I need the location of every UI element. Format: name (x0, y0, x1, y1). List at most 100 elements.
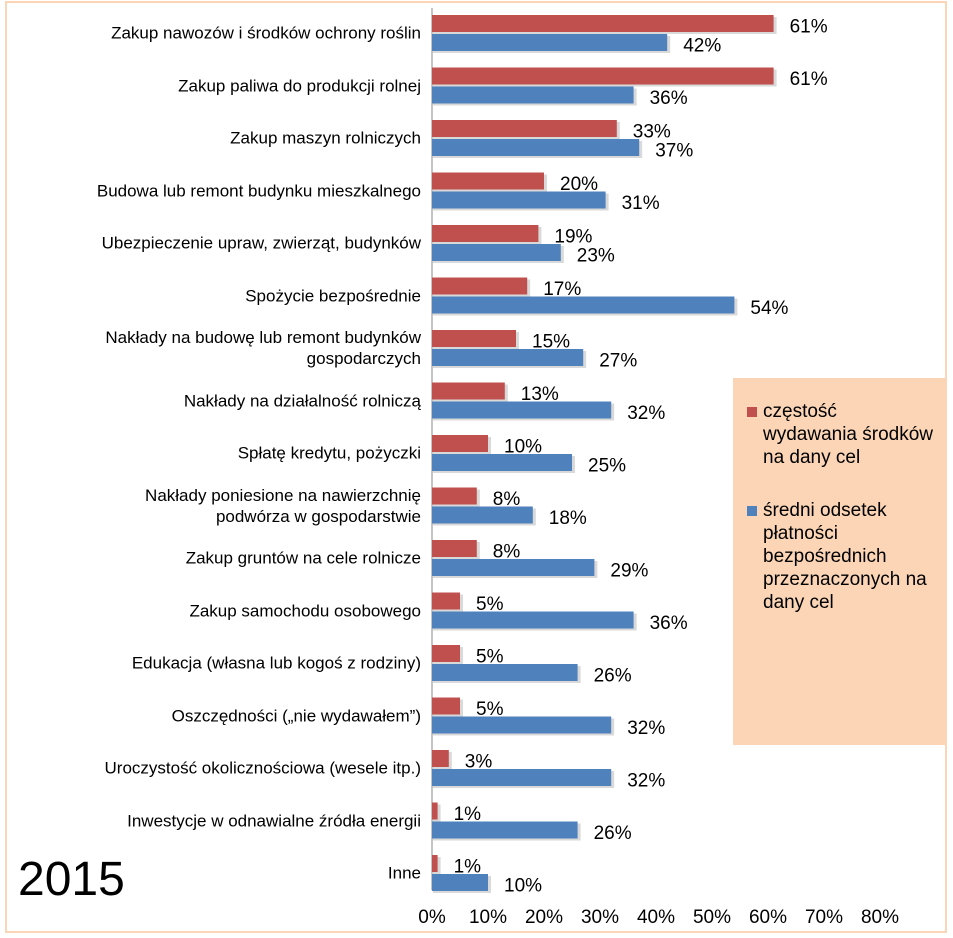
value-label: 26% (594, 666, 632, 687)
legend-swatch (747, 506, 757, 516)
category-label: Ubezpieczenie upraw, zwierząt, budynków (101, 233, 421, 253)
value-label: 5% (476, 594, 504, 615)
category-label: Nakłady poniesione na nawierzchnię podwó… (145, 485, 421, 526)
bar (432, 15, 774, 32)
value-label: 61% (790, 69, 828, 90)
bar (432, 401, 612, 419)
value-label: 61% (790, 17, 828, 38)
value-label: 36% (650, 613, 688, 634)
category-label: Oszczędności („nie wydawałem”) (171, 706, 421, 725)
value-label: 15% (532, 332, 570, 353)
value-label: 8% (493, 489, 521, 510)
bar (432, 244, 561, 261)
bar (432, 559, 595, 576)
value-label: 23% (577, 246, 615, 267)
bar (432, 34, 668, 51)
bar (432, 592, 460, 610)
value-label: 32% (627, 718, 665, 739)
annotation: 2015 (18, 853, 125, 906)
bar (432, 67, 774, 85)
x-tick-label: 50% (693, 907, 731, 928)
category-label: Budowa lub remont budynku mieszkalnego (96, 181, 421, 200)
bar (432, 139, 640, 156)
category-label: Inne (387, 863, 421, 883)
category-label: Zakup samochodu osobowego (189, 601, 421, 620)
legend-swatch (747, 407, 757, 417)
bar (432, 172, 544, 190)
category-label: Zakup gruntów na cele rolnicze (185, 548, 421, 568)
value-label: 10% (504, 437, 542, 458)
bar (432, 296, 735, 314)
value-label: 33% (633, 122, 671, 143)
value-label: 3% (465, 752, 493, 773)
value-label: 36% (650, 88, 688, 109)
value-label: 1% (454, 857, 482, 878)
x-tick-label: 80% (861, 907, 899, 928)
value-label: 17% (543, 279, 581, 300)
bar (432, 802, 438, 820)
legend-label: średni odsetek płatności bezpośrednich p… (763, 500, 927, 613)
bar (432, 487, 477, 505)
bar (432, 382, 505, 400)
x-tick-label: 40% (637, 907, 675, 928)
bar (432, 506, 533, 524)
bar (432, 120, 617, 137)
x-tick-label: 60% (749, 907, 787, 928)
bar (432, 349, 584, 366)
category-label: Zakup paliwa do produkcji rolnej (178, 76, 421, 95)
value-label: 1% (454, 804, 482, 825)
value-label: 5% (476, 647, 504, 668)
legend-item: częstość wydawania środków na dany cel (747, 400, 935, 469)
value-label: 42% (683, 36, 721, 57)
value-label: 32% (627, 403, 665, 424)
value-label: 31% (622, 193, 660, 214)
bar (432, 855, 438, 872)
bar (432, 874, 488, 891)
value-label: 54% (750, 298, 788, 319)
value-label: 20% (560, 174, 598, 195)
bar (432, 277, 528, 295)
value-label: 5% (476, 699, 504, 720)
x-tick-label: 70% (805, 907, 843, 928)
bar (432, 750, 449, 767)
category-label: Nakłady na budowę lub remont budynków go… (105, 328, 421, 368)
category-label: Zakup maszyn rolniczych (230, 128, 421, 148)
bar (432, 454, 572, 471)
bar (432, 645, 460, 662)
value-label: 25% (588, 456, 626, 477)
bar (432, 225, 539, 242)
bar (432, 821, 578, 839)
bar (432, 664, 578, 681)
legend: częstość wydawania środków na dany cel śr… (733, 378, 945, 745)
category-label: Spożycie bezpośrednie (245, 286, 421, 305)
value-label: 10% (504, 876, 542, 897)
x-tick-label: 30% (581, 907, 619, 928)
bar (432, 611, 634, 629)
bar (432, 435, 488, 452)
bar (432, 86, 634, 104)
value-label: 32% (627, 771, 665, 792)
value-label: 13% (521, 384, 559, 405)
bar (432, 716, 612, 734)
category-label: Nakłady na działalność rolniczą (183, 391, 421, 410)
category-label: Uroczystość okolicznościowa (wesele itp.… (104, 758, 422, 778)
bar (432, 191, 606, 209)
value-label: 29% (610, 561, 648, 582)
category-label: Zakup nawozów i środków ochrony roślin (111, 23, 421, 43)
value-label: 19% (554, 227, 592, 248)
legend-item: średni odsetek płatności bezpośrednich p… (747, 499, 935, 614)
x-tick-label: 0% (418, 907, 446, 928)
x-tick-label: 20% (525, 907, 563, 928)
bar (432, 540, 477, 557)
category-label: Spłatę kredytu, pożyczki (237, 443, 421, 463)
category-label: Inwestycje w odnawialne źródła energii (127, 811, 421, 830)
bar (432, 769, 612, 786)
value-label: 8% (493, 542, 521, 563)
bar (432, 330, 516, 347)
frame (5, 1, 947, 933)
value-label: 18% (549, 508, 587, 529)
value-label: 26% (594, 823, 632, 844)
legend-label: częstość wydawania środków na dany cel (763, 401, 934, 468)
